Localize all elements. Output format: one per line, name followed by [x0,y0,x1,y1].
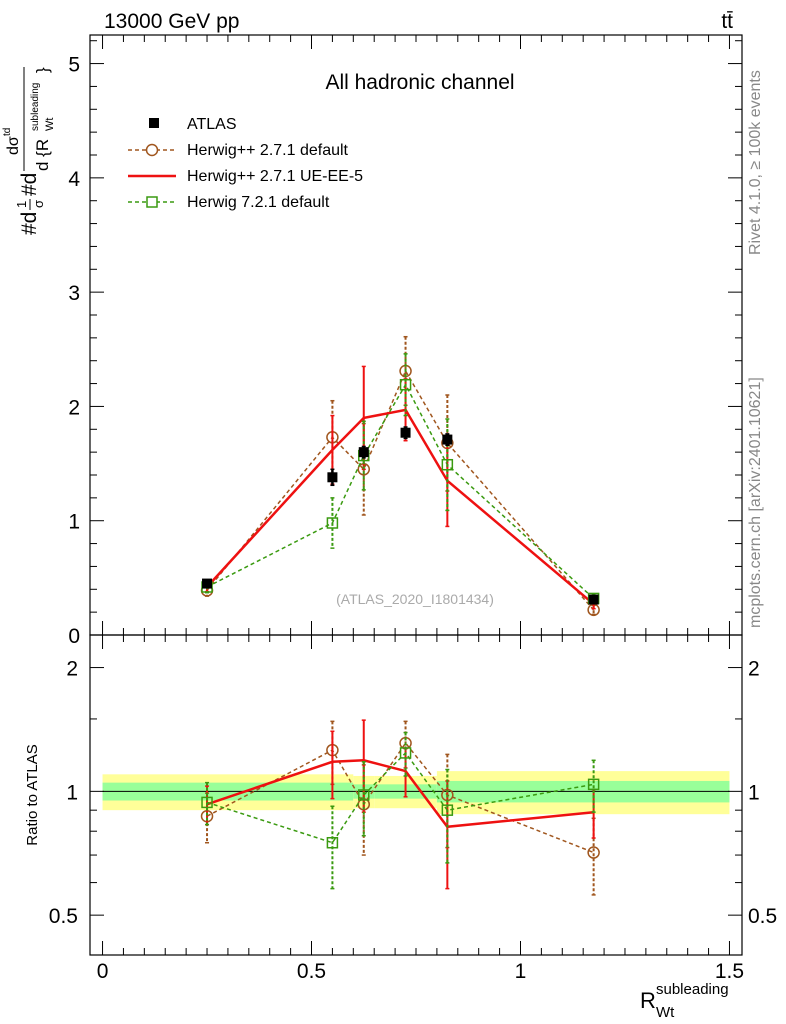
y-axis-label: #d 1 σ #d dσ td d {R subleading Wt } [2,67,56,235]
ratio-panel: 0.5 0.5 1 1 2 2 0 0.5 1 1.5 Ratio to ATLAS [24,634,777,983]
svg-text:R: R [640,988,656,1013]
svg-text:1: 1 [14,201,29,208]
main-line-herwig7 [206,383,595,599]
ratio-ytick-label: 1 [66,781,78,804]
svg-text:#d: #d [18,212,41,235]
energy-label: 13000 GeV pp [104,10,239,33]
legend: ATLAS Herwig++ 2.7.1 default Herwig++ 2.… [128,116,363,211]
ratio-ytick-label: 2 [66,658,78,681]
chart-title: All hadronic channel [325,71,514,94]
main-point-atlas [327,472,338,483]
legend-entry-herwig7: Herwig 7.2.1 default [128,194,330,211]
main-point-herwig7 [326,517,339,529]
svg-text:Wt: Wt [44,118,56,131]
main-series-atlas [202,426,599,605]
svg-text:#d: #d [18,173,41,196]
main-ytick-label: 4 [68,168,80,191]
x-axis-label: R subleading Wt [640,981,729,1021]
main-point-atlas [442,434,453,445]
main-ytick-label: 2 [68,396,80,419]
process-label: tt̄ [721,10,733,33]
ratio-xtick-label: 0 [97,960,109,983]
svg-text:d {R: d {R [33,139,52,171]
ratio-xtick-label: 0.5 [297,960,326,983]
ratio-point-herwig7 [326,836,339,849]
main-point-atlas [400,427,411,438]
ratio-ytick-label-right: 2 [748,658,760,681]
main-ytick-label: 5 [68,54,80,77]
legend-entry-herwigpp-default: Herwig++ 2.7.1 default [128,142,349,159]
legend-label-herwig7: Herwig 7.2.1 default [187,194,330,211]
ratio-series-herwig7 [201,731,600,890]
svg-text:subleading: subleading [656,981,729,998]
ratio-point-herwig7 [587,778,600,791]
svg-text:σ: σ [31,200,46,208]
ratio-xtick-label: 1 [515,960,527,983]
ratio-point-herwig7 [358,789,370,801]
main-series-herwigpp-ueee5 [205,365,596,610]
main-line-herwigpp-ueee5 [206,408,595,606]
ratio-line-herwig7 [206,751,594,844]
main-ytick-label: 1 [68,511,80,534]
ratio-point-herwig7 [201,796,213,809]
ratio-ytick-label: 0.5 [49,905,78,928]
legend-label-atlas: ATLAS [187,116,237,133]
legend-entry-atlas: ATLAS [149,116,237,133]
ratio-line-herwigpp-ueee5 [206,759,594,829]
main-point-atlas [588,594,599,605]
analysis-id-label: (ATLAS_2020_I1801434) [336,591,494,607]
mcplots-label: mcplots.cern.ch [arXiv:2401.10621] [747,377,764,628]
legend-marker-atlas [149,118,159,128]
main-panel: 0 1 2 3 4 5 All hadronic channel (ATLAS_2020_… [2,34,743,648]
main-point-herwig7 [399,378,412,391]
main-ytick-label: 3 [68,282,80,305]
legend-marker-herwig7 [146,196,158,208]
ratio-point-herwigpp-default [587,846,600,859]
svg-text:dσ: dσ [5,136,22,155]
ratio-ytick-label-right: 1 [748,781,760,804]
ratio-y-axis-label: Ratio to ATLAS [24,744,41,845]
svg-text:}: } [33,67,52,73]
svg-text:subleading: subleading [30,83,41,131]
legend-marker-herwigpp-default [145,143,159,157]
main-point-herwig7 [441,458,454,471]
legend-label-herwigpp-ueee5: Herwig++ 2.7.1 UE-EE-5 [187,168,363,185]
main-ytick-label: 0 [68,625,80,648]
ratio-ytick-label-right: 0.5 [748,905,777,928]
main-series-herwig7 [201,353,600,605]
ratio-point-herwig7 [441,804,454,816]
legend-entry-herwigpp-ueee5: Herwig++ 2.7.1 UE-EE-5 [128,168,363,185]
svg-text:td: td [2,128,13,136]
main-series-herwigpp-default [200,335,600,617]
ratio-xtick-label: 1.5 [715,960,744,983]
main-point-atlas [202,578,213,589]
legend-label-herwigpp-default: Herwig++ 2.7.1 default [187,142,349,159]
main-point-atlas [358,447,369,458]
svg-text:Wt: Wt [656,1004,675,1021]
rivet-version-label: Rivet 4.1.0, ≥ 100k events [747,70,764,255]
ratio-point-herwig7 [399,747,412,759]
main-line-herwigpp-default [206,369,595,611]
